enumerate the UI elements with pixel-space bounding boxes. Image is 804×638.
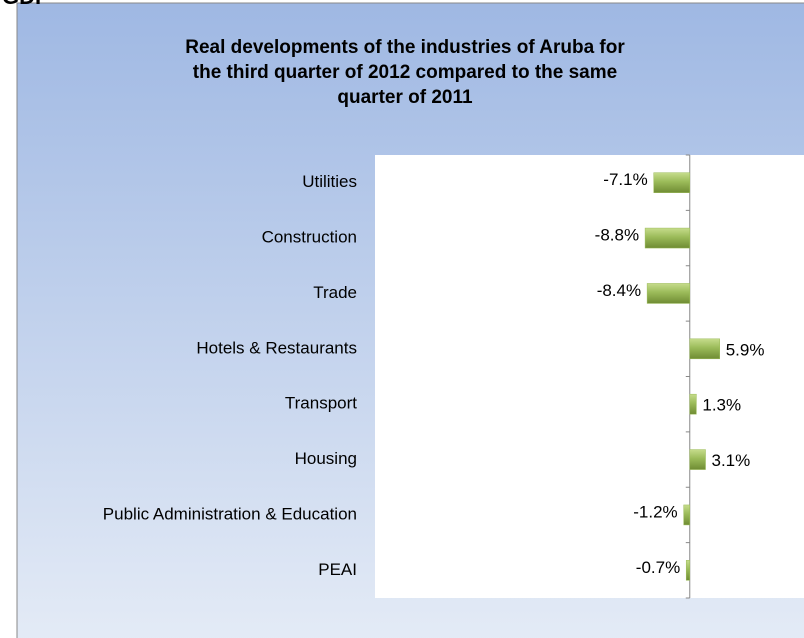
category-label: Construction (262, 228, 357, 247)
category-label: Housing (295, 449, 357, 468)
bar (683, 504, 691, 526)
category-label: Trade (313, 283, 357, 302)
value-label: 3.1% (712, 451, 751, 470)
bar (653, 172, 691, 193)
category-label: Public Administration & Education (103, 504, 357, 523)
bar (644, 227, 691, 249)
value-label: -7.1% (603, 170, 647, 189)
bar (685, 560, 691, 581)
category-label: Utilities (302, 172, 357, 191)
bar (689, 338, 720, 360)
plot-area (375, 155, 804, 598)
category-label: Transport (285, 394, 357, 413)
value-label: 1.3% (702, 396, 741, 415)
value-label: -0.7% (636, 558, 680, 577)
chart-title: Real developments of the industries of A… (185, 37, 625, 58)
category-label: Hotels & Restaurants (196, 338, 357, 357)
bar (689, 449, 706, 470)
bar (646, 283, 691, 304)
value-label: 5.9% (726, 340, 765, 359)
chart-title: the third quarter of 2012 compared to th… (193, 62, 617, 83)
chart-title: quarter of 2011 (337, 87, 473, 108)
bar (689, 393, 697, 415)
page-label: GDP (2, 0, 50, 9)
value-label: -8.4% (597, 281, 641, 300)
value-label: -8.8% (595, 226, 639, 245)
category-label: PEAI (318, 560, 357, 579)
value-label: -1.2% (633, 502, 677, 521)
